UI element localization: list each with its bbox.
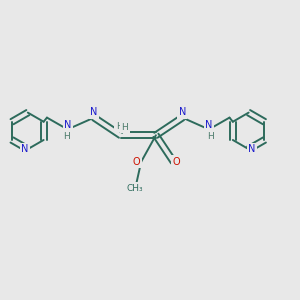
Text: N: N (179, 107, 186, 117)
Text: N: N (248, 144, 255, 154)
Text: O: O (133, 157, 141, 167)
Text: H: H (122, 122, 128, 131)
Text: N: N (205, 120, 213, 130)
Text: H: H (116, 122, 122, 131)
Text: N: N (21, 144, 28, 154)
Text: O: O (173, 157, 180, 167)
Text: CH₃: CH₃ (127, 184, 144, 193)
Text: N: N (64, 120, 71, 130)
Text: H: H (63, 132, 70, 141)
Text: H: H (207, 132, 214, 141)
Text: N: N (90, 107, 98, 117)
